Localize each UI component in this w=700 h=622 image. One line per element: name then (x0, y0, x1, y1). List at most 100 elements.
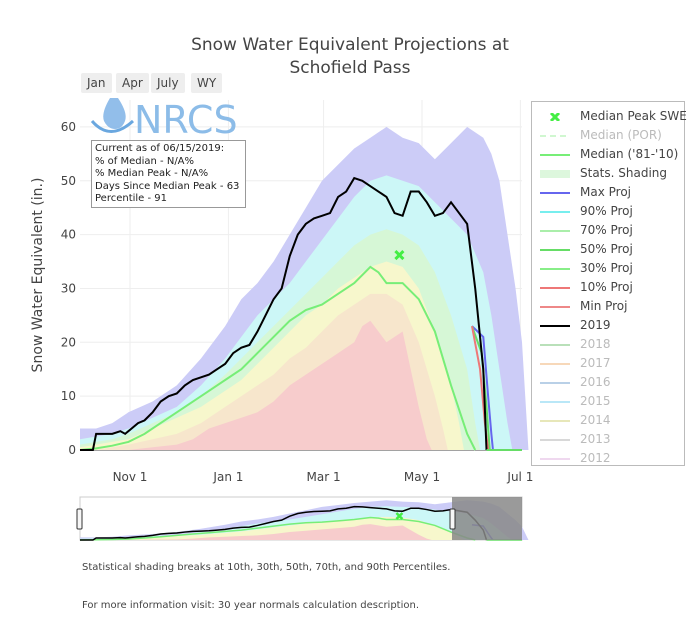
range-july-button[interactable]: July (151, 73, 185, 93)
info-line: Percentile - 91 (95, 193, 168, 205)
shading-footnote: Statistical shading breaks at 10th, 30th… (82, 562, 451, 573)
legend-item[interactable]: 2013 (540, 431, 680, 449)
info-line: % of Median - N/A% (95, 155, 195, 167)
legend-item[interactable]: 2015 (540, 393, 680, 411)
legend-item[interactable]: Max Proj (540, 184, 680, 202)
legend-label: Median Peak SWE (580, 109, 687, 123)
legend-label: 2015 (580, 394, 611, 408)
median-peak-marker (394, 250, 405, 261)
chart-title-line2: Schofield Pass (289, 58, 410, 78)
legend-label: Max Proj (580, 185, 631, 199)
range-apr-button[interactable]: Apr (116, 73, 149, 93)
legend-swatch (540, 439, 570, 441)
slider-mask (452, 497, 522, 540)
legend-swatch (540, 135, 570, 137)
info-footnote: For more information visit: 30 year norm… (82, 600, 420, 611)
slider-peak-marker (395, 512, 404, 520)
legend-item[interactable]: 2014 (540, 412, 680, 430)
slider-median (79, 516, 476, 541)
legend-item[interactable]: Median ('81-'10) (540, 146, 680, 164)
chart-title-line1: Snow Water Equivalent Projections at (191, 35, 509, 55)
legend-swatch (540, 192, 570, 194)
legend-label: 2013 (580, 432, 611, 446)
y-tick-label: 10 (61, 389, 76, 403)
x-tick-label: Mar 1 (307, 470, 341, 484)
legend-item[interactable]: 50% Proj (540, 241, 680, 259)
x-tick-label: Jul 1 (506, 470, 533, 484)
legend-label: 30% Proj (580, 261, 633, 275)
y-tick-label: 0 (68, 443, 76, 457)
legend-label: Median ('81-'10) (580, 147, 679, 161)
legend-item[interactable]: 10% Proj (540, 279, 680, 297)
median-line (79, 265, 477, 451)
x-tick-label: Nov 1 (113, 470, 148, 484)
legend-label: 10% Proj (580, 280, 633, 294)
legend-swatch (540, 154, 570, 156)
slider-right-handle[interactable] (449, 508, 456, 530)
legend-item[interactable]: Median Peak SWE (540, 108, 687, 126)
legend-item[interactable]: 2016 (540, 374, 680, 392)
legend-label: 2018 (580, 337, 611, 351)
legend-swatch (540, 211, 570, 213)
slider-2019 (80, 505, 488, 541)
legend-item[interactable]: 30% Proj (540, 260, 680, 278)
legend-swatch (549, 113, 561, 121)
water-drop-icon (103, 98, 126, 129)
legend-label: 2017 (580, 356, 611, 370)
legend-swatch (540, 382, 570, 384)
slider-left-handle[interactable] (76, 508, 83, 530)
legend-swatch (540, 287, 570, 289)
legend-label: 2012 (580, 451, 611, 465)
legend-label: 2014 (580, 413, 611, 427)
logo-text: NRCS (134, 98, 238, 142)
info-line: % Median Peak - N/A% (95, 168, 209, 180)
legend-item[interactable]: Median (POR) (540, 127, 680, 145)
legend-swatch (540, 249, 570, 251)
legend-label: 2019 (580, 318, 611, 332)
line-2019 (80, 176, 488, 451)
legend-swatch (540, 268, 570, 270)
legend-item[interactable]: Min Proj (540, 298, 680, 316)
y-tick-label: 40 (61, 228, 76, 242)
legend-swatch (540, 401, 570, 403)
legend-item[interactable]: 2019 (540, 317, 680, 335)
legend-swatch (540, 458, 570, 460)
range-wy-button[interactable]: WY (191, 73, 223, 93)
y-tick-label: 30 (61, 281, 76, 295)
y-tick-label: 60 (61, 120, 76, 134)
axes: 0 10 20 30 40 50 60 Nov 1 Jan 1 Mar 1 May 1 Jul 1 (61, 120, 534, 484)
x-tick-label: May 1 (404, 470, 440, 484)
legend-swatch (540, 363, 570, 365)
legend-swatch (540, 170, 570, 178)
legend-swatch (540, 325, 570, 327)
range-slider[interactable] (76, 496, 529, 541)
y-axis-label: Snow Water Equivalent (in.) (30, 178, 46, 373)
legend-swatch (540, 420, 570, 422)
legend-item[interactable]: 2017 (540, 355, 680, 373)
legend-swatch (540, 306, 570, 308)
legend-item[interactable]: 90% Proj (540, 203, 680, 221)
nrcs-logo: NRCS (90, 98, 238, 142)
y-tick-label: 50 (61, 174, 76, 188)
current-status-box: Current as of 06/15/2019: % of Median - … (91, 140, 246, 208)
info-line: Current as of 06/15/2019: (95, 143, 225, 154)
legend-label: Min Proj (580, 299, 628, 313)
range-jan-button[interactable]: Jan (81, 73, 112, 93)
legend-label: 90% Proj (580, 204, 633, 218)
series-lines (79, 176, 522, 451)
slider-band (80, 524, 432, 540)
legend-label: Stats. Shading (580, 166, 668, 180)
legend-label: 50% Proj (580, 242, 633, 256)
legend: Median Peak SWE Median (POR) Median ('81-'… (531, 101, 687, 468)
band-10pct (80, 320, 432, 450)
x-tick-label: Jan 1 (212, 470, 243, 484)
swoosh-icon (90, 119, 135, 133)
info-line: Days Since Median Peak - 63 (95, 180, 240, 192)
legend-item[interactable]: 70% Proj (540, 222, 680, 240)
legend-item[interactable]: Stats. Shading (540, 165, 680, 183)
legend-label: 2016 (580, 375, 611, 389)
legend-item[interactable]: 2012 (540, 450, 680, 468)
legend-item[interactable]: 2018 (540, 336, 680, 354)
y-tick-label: 20 (61, 335, 76, 349)
